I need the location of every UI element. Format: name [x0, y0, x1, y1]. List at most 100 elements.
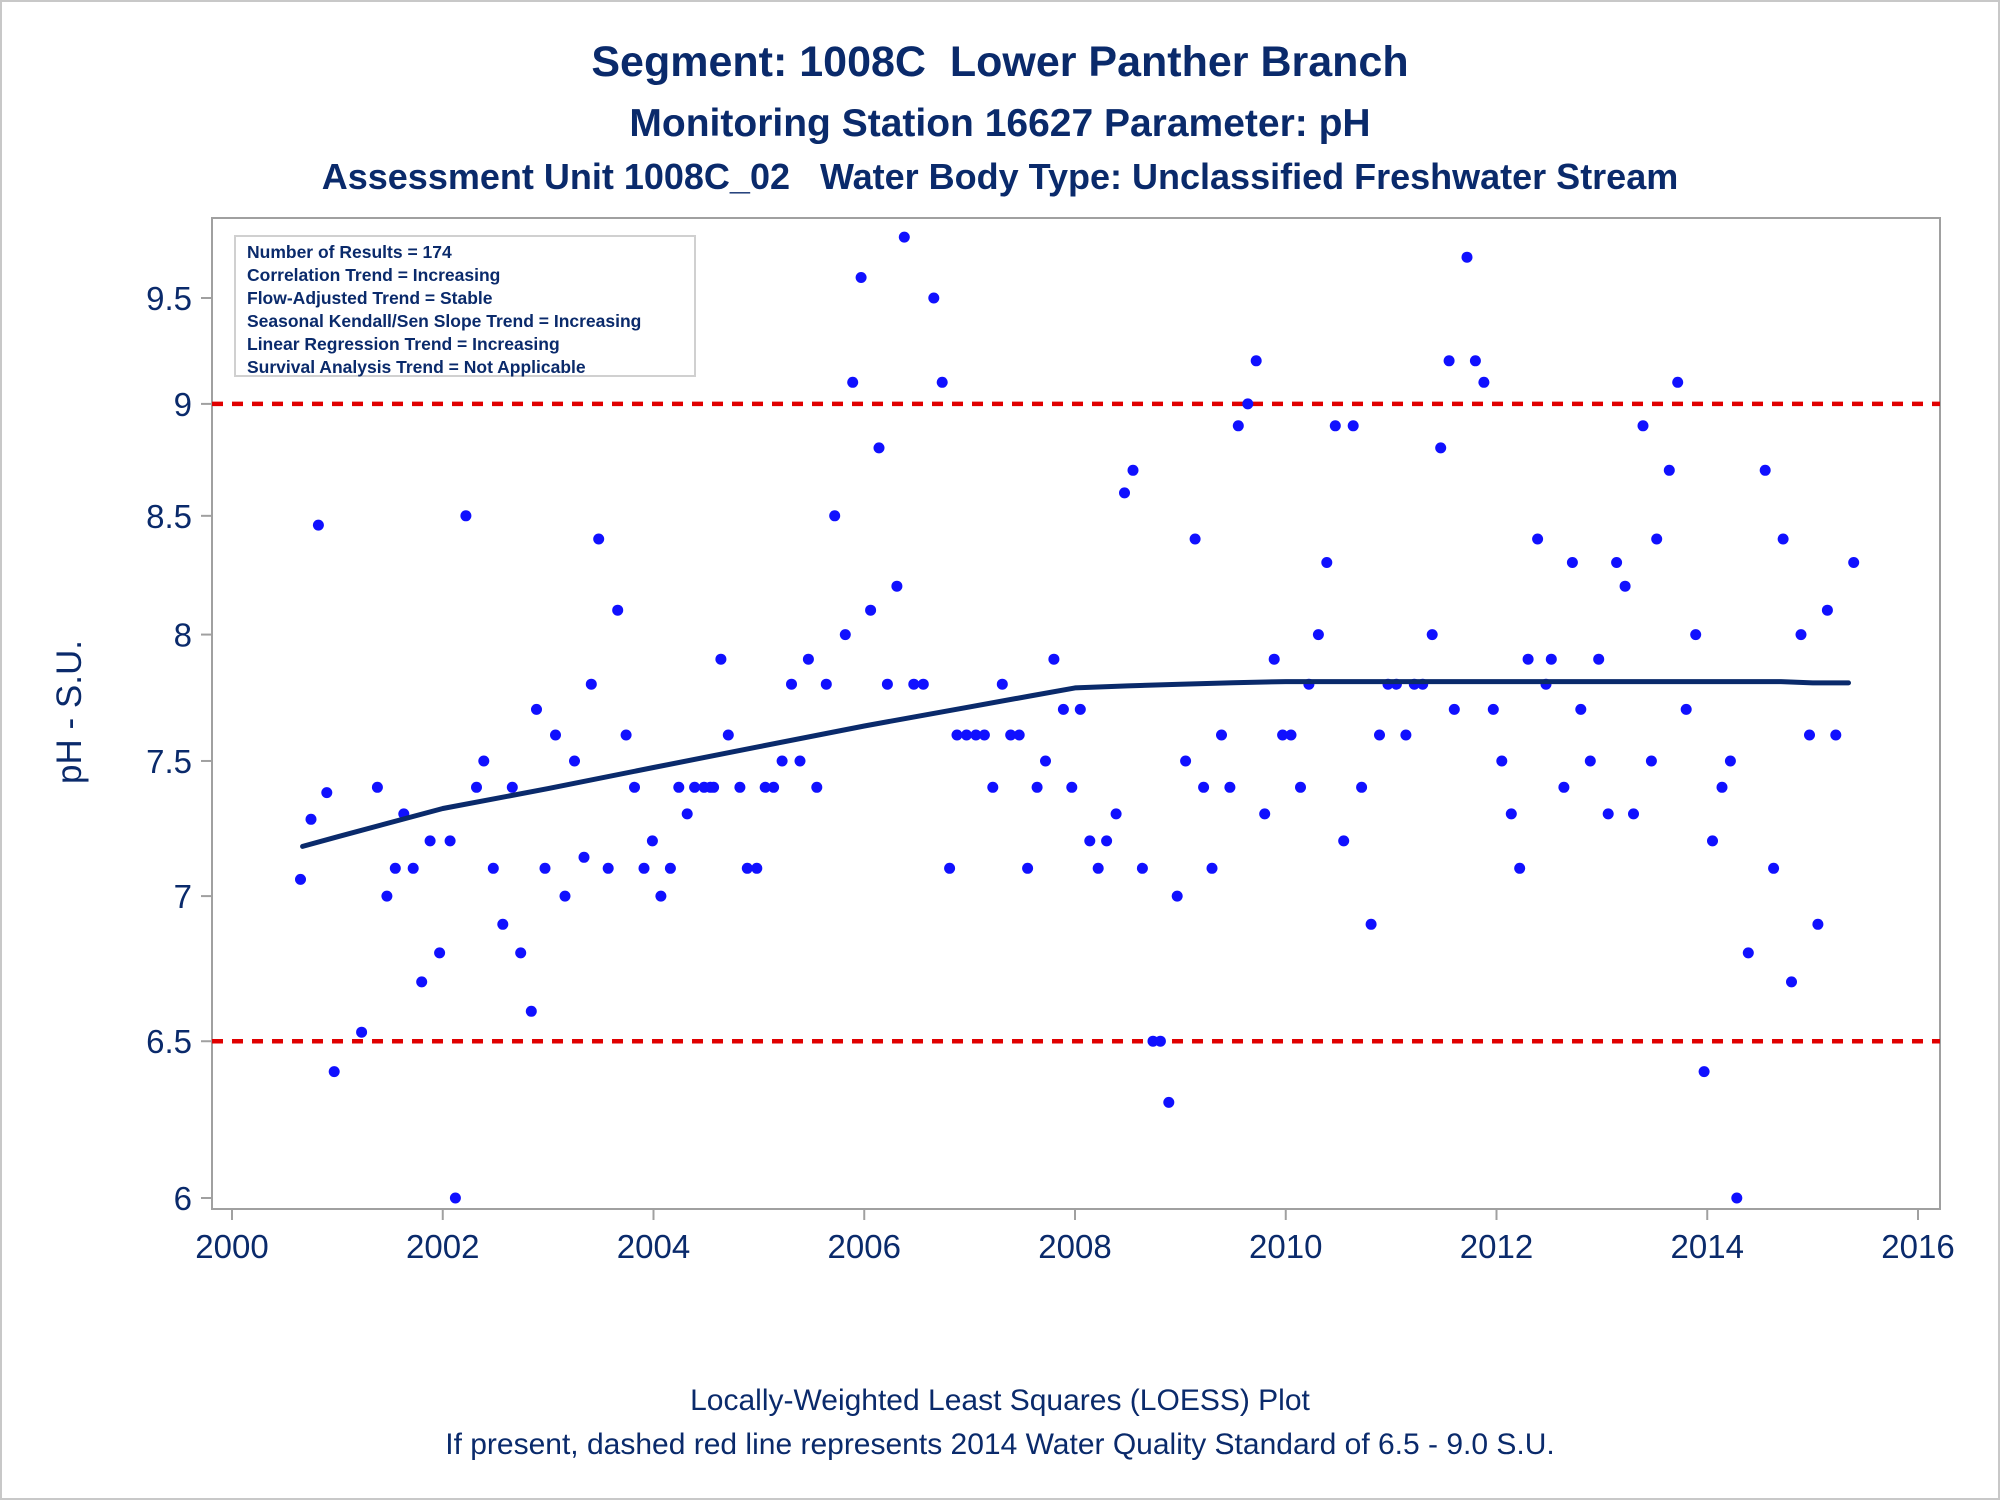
data-point: [1347, 420, 1359, 432]
data-point: [389, 862, 401, 874]
data-point: [917, 678, 929, 690]
data-point: [1426, 629, 1438, 641]
data-point: [1593, 653, 1605, 665]
data-point: [1365, 918, 1377, 930]
y-tick-label: 8.5: [146, 498, 192, 535]
data-point: [1022, 862, 1034, 874]
data-point: [794, 755, 806, 767]
data-point: [497, 918, 509, 930]
data-point: [961, 729, 972, 741]
data-point: [1575, 703, 1587, 715]
data-point: [1250, 355, 1262, 367]
data-point: [1707, 835, 1718, 847]
data-point: [1645, 755, 1657, 767]
data-point: [1216, 729, 1227, 741]
data-point: [407, 862, 419, 874]
data-point: [1742, 947, 1754, 959]
data-point: [1545, 653, 1557, 665]
data-point: [978, 729, 990, 741]
data-point: [478, 755, 490, 767]
data-point: [1716, 781, 1728, 793]
data-point: [1786, 976, 1797, 988]
data-point: [1812, 918, 1824, 930]
data-point: [1031, 781, 1043, 793]
data-point: [444, 835, 456, 847]
data-point: [1448, 703, 1460, 715]
data-point: [1074, 703, 1086, 715]
data-point: [1566, 557, 1578, 568]
data-point: [1759, 464, 1771, 476]
data-point: [1119, 487, 1130, 499]
data-point: [593, 533, 605, 545]
data-point: [1690, 629, 1702, 641]
data-point: [734, 781, 746, 793]
data-point: [1048, 653, 1060, 665]
data-point: [305, 813, 317, 825]
data-point: [865, 604, 877, 616]
data-point: [776, 755, 788, 767]
data-point: [1680, 703, 1692, 715]
data-point: [569, 755, 580, 767]
data-point: [1478, 376, 1490, 388]
data-point: [1005, 729, 1017, 741]
info-number-of-results: Number of Results = 174: [247, 242, 452, 262]
y-tick-label: 9: [174, 386, 192, 423]
data-point: [1777, 533, 1789, 545]
data-point: [1795, 629, 1807, 641]
data-point: [786, 678, 797, 690]
data-point: [1101, 835, 1113, 847]
data-point: [612, 604, 624, 616]
data-point: [1110, 808, 1122, 820]
data-point: [1295, 781, 1306, 793]
data-point: [1189, 533, 1201, 545]
chart-title: Segment: 1008C Lower Panther Branch: [591, 38, 1409, 86]
data-point: [602, 862, 614, 874]
data-point: [820, 678, 832, 690]
data-point: [449, 1192, 461, 1204]
data-point: [1312, 629, 1324, 641]
data-point: [1532, 533, 1544, 545]
data-point: [1443, 355, 1455, 367]
data-point: [1663, 464, 1675, 476]
data-point: [312, 519, 324, 531]
data-point: [1285, 729, 1297, 741]
data-point: [1224, 781, 1236, 793]
data-point: [1514, 862, 1526, 874]
data-point: [525, 1005, 537, 1017]
data-point: [829, 510, 841, 522]
data-point: [1163, 1096, 1175, 1108]
data-point: [664, 862, 676, 874]
x-tick-label: 2006: [828, 1228, 901, 1265]
data-point: [629, 781, 640, 793]
y-axis-label: pH - S.U.: [50, 640, 89, 784]
info-linear-regression-trend: Linear Regression Trend = Increasing: [247, 334, 560, 354]
data-point: [381, 890, 393, 902]
data-point: [559, 890, 571, 902]
info-correlation-trend: Correlation Trend = Increasing: [247, 265, 501, 285]
data-point: [928, 292, 940, 304]
x-tick-label: 2002: [406, 1228, 479, 1265]
data-point: [741, 862, 753, 874]
data-point: [356, 1026, 368, 1038]
data-point: [996, 678, 1008, 690]
data-point: [891, 580, 903, 592]
data-point: [1672, 376, 1684, 388]
data-point: [944, 862, 956, 874]
data-point: [1374, 729, 1385, 741]
data-point: [578, 851, 590, 863]
data-point: [1637, 420, 1649, 432]
data-point: [689, 781, 701, 793]
data-point: [811, 781, 823, 793]
standard-footnote: If present, dashed red line represents 2…: [445, 1428, 1555, 1461]
data-point: [881, 678, 893, 690]
data-point: [1154, 1035, 1166, 1047]
chart-subtitle-station: Monitoring Station 16627 Parameter: pH: [629, 102, 1371, 145]
data-point: [1651, 533, 1663, 545]
data-point: [1198, 781, 1210, 793]
data-point: [1242, 398, 1254, 410]
x-tick-label: 2000: [195, 1228, 268, 1265]
x-tick-label: 2010: [1249, 1228, 1322, 1265]
data-point: [539, 862, 551, 874]
data-point: [1821, 604, 1833, 616]
